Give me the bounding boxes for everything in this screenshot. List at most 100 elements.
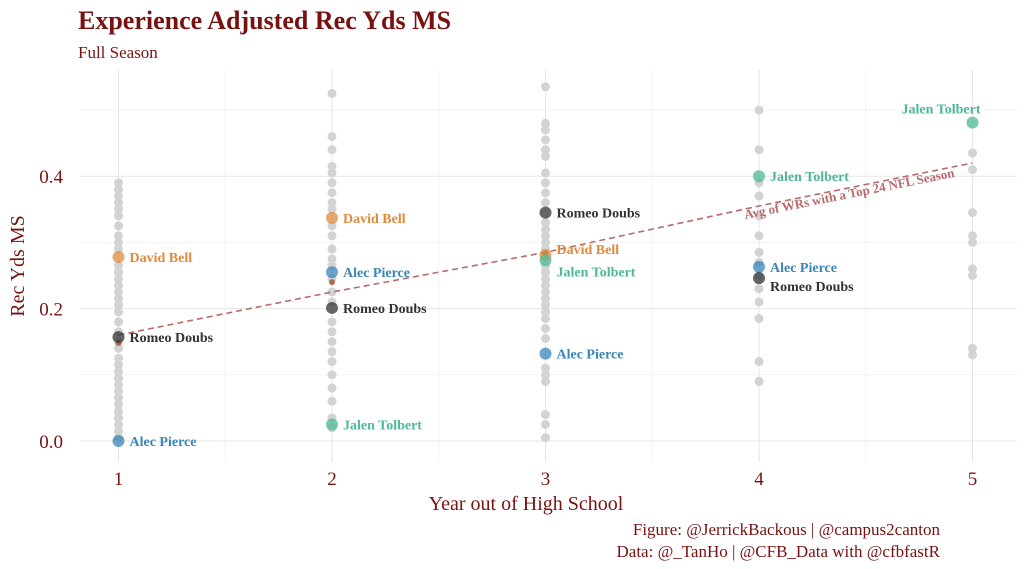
bg-point-x3-2 xyxy=(541,410,550,420)
point-romeo-doubs-year3 xyxy=(539,206,552,219)
bg-point-x2-9 xyxy=(327,317,337,327)
bg-point-x1-7 xyxy=(114,386,123,396)
bg-point-x4-1 xyxy=(754,357,764,367)
bg-point-x3-5 xyxy=(541,363,550,373)
bg-point-x1-11 xyxy=(114,360,123,370)
bg-point-x2-3 xyxy=(327,383,337,393)
bg-point-x1-1 xyxy=(114,426,123,436)
bg-point-x2-25 xyxy=(327,131,337,141)
bg-point-x4-0 xyxy=(754,376,764,386)
bg-point-x5-6 xyxy=(968,208,977,218)
bg-point-x1-27 xyxy=(114,231,123,241)
bg-point-x3-10 xyxy=(541,300,550,310)
chart-title: Experience Adjusted Rec Yds MS xyxy=(78,6,452,35)
bg-point-x2-7 xyxy=(327,337,337,347)
bg-point-x1-9 xyxy=(114,373,123,383)
label-jalen-tolbert-year2: Jalen Tolbert xyxy=(343,418,422,433)
y-tick-1: 0.2 xyxy=(39,300,63,321)
bg-point-x5-1 xyxy=(968,343,977,353)
caption-figure-credit: Figure: @JerrickBackous | @campus2canton xyxy=(632,520,940,539)
bg-point-x3-6 xyxy=(541,333,550,343)
bg-point-x5-7 xyxy=(968,165,977,175)
chart-subtitle: Full Season xyxy=(78,43,158,62)
label-jalen-tolbert-year4: Jalen Tolbert xyxy=(770,170,849,185)
point-alec-pierce-year4 xyxy=(753,260,765,273)
bg-point-x2-14 xyxy=(327,254,337,264)
bg-point-x2-4 xyxy=(327,370,337,380)
bg-point-x3-23 xyxy=(541,188,550,198)
bg-point-x3-25 xyxy=(541,168,550,178)
bg-point-x4-2 xyxy=(754,314,764,324)
bg-point-x2-18 xyxy=(327,204,337,214)
bg-point-x1-20 xyxy=(114,287,123,297)
label-david-bell-year2: David Bell xyxy=(343,212,406,227)
point-jalen-tolbert-year4 xyxy=(753,170,765,183)
bg-point-x3-18 xyxy=(541,237,550,247)
bg-point-x3-0 xyxy=(541,433,550,443)
bg-point-x2-2 xyxy=(327,396,337,406)
label-alec-pierce-year1: Alec Pierce xyxy=(130,435,197,450)
label-jalen-tolbert-year3: Jalen Tolbert xyxy=(557,265,636,280)
bg-point-x2-5 xyxy=(327,357,337,367)
label-alec-pierce-year3: Alec Pierce xyxy=(557,348,624,363)
bg-point-x3-14 xyxy=(541,274,550,284)
label-david-bell-year3: David Bell xyxy=(557,243,620,258)
bg-point-x2-17 xyxy=(327,221,337,231)
bg-point-x4-8 xyxy=(754,231,764,241)
bg-point-x3-21 xyxy=(541,218,550,228)
bg-point-x5-5 xyxy=(968,231,977,241)
bg-point-x2-26 xyxy=(327,88,337,98)
x-tick-5: 5 xyxy=(968,469,978,490)
bg-point-x5-3 xyxy=(968,264,977,274)
label-romeo-doubs-year4: Romeo Doubs xyxy=(770,280,854,295)
bg-point-x2-24 xyxy=(327,145,337,155)
point-jalen-tolbert-year2 xyxy=(326,418,338,431)
bg-point-x1-29 xyxy=(114,211,123,221)
bg-point-x3-20 xyxy=(541,224,550,234)
bg-point-x5-4 xyxy=(968,237,977,247)
bg-point-x1-25 xyxy=(114,244,123,254)
point-jalen-tolbert-year5 xyxy=(966,116,979,129)
small-mark-1 xyxy=(329,279,335,286)
bg-point-x1-5 xyxy=(114,400,123,410)
y-tick-2: 0.4 xyxy=(39,167,63,188)
bg-point-x1-28 xyxy=(114,221,123,231)
bg-point-x1-10 xyxy=(114,366,123,376)
bg-point-x1-16 xyxy=(114,317,123,327)
bg-point-x1-21 xyxy=(114,280,123,290)
bg-point-x4-12 xyxy=(754,145,764,155)
label-alec-pierce-year4: Alec Pierce xyxy=(770,261,837,276)
point-jalen-tolbert-year3 xyxy=(539,254,552,267)
bg-point-x3-29 xyxy=(541,125,550,135)
bg-point-x1-4 xyxy=(114,406,123,416)
bg-point-x1-30 xyxy=(114,204,123,214)
bg-point-x1-23 xyxy=(114,267,123,277)
bg-point-x5-0 xyxy=(968,350,977,360)
point-david-bell-year2 xyxy=(326,211,338,224)
bg-point-x2-23 xyxy=(327,161,337,171)
bg-point-x1-24 xyxy=(114,261,123,271)
bg-point-x3-12 xyxy=(541,287,550,297)
bg-point-x1-3 xyxy=(114,413,123,423)
point-alec-pierce-year2 xyxy=(326,266,338,279)
bg-point-x3-26 xyxy=(541,151,550,161)
bg-point-x3-3 xyxy=(541,376,550,386)
bg-point-x1-33 xyxy=(114,184,123,194)
bg-point-x1-13 xyxy=(114,343,123,353)
y-axis-label: Rec Yds MS xyxy=(7,215,29,316)
bg-point-x3-28 xyxy=(541,135,550,145)
label-romeo-doubs-year1: Romeo Doubs xyxy=(130,331,214,346)
bg-point-x3-4 xyxy=(541,370,550,380)
bg-point-x3-9 xyxy=(541,307,550,317)
bg-point-x3-31 xyxy=(541,82,550,92)
bg-point-x2-19 xyxy=(327,198,337,208)
bg-point-x3-27 xyxy=(541,145,550,155)
bg-point-x4-4 xyxy=(754,284,764,294)
bg-point-x3-30 xyxy=(541,118,550,128)
point-romeo-doubs-year1 xyxy=(112,331,125,344)
label-jalen-tolbert-year5: Jalen Tolbert xyxy=(902,103,981,118)
point-romeo-doubs-year2 xyxy=(326,301,338,314)
x-tick-3: 3 xyxy=(541,469,551,490)
bg-point-x4-13 xyxy=(754,105,764,115)
